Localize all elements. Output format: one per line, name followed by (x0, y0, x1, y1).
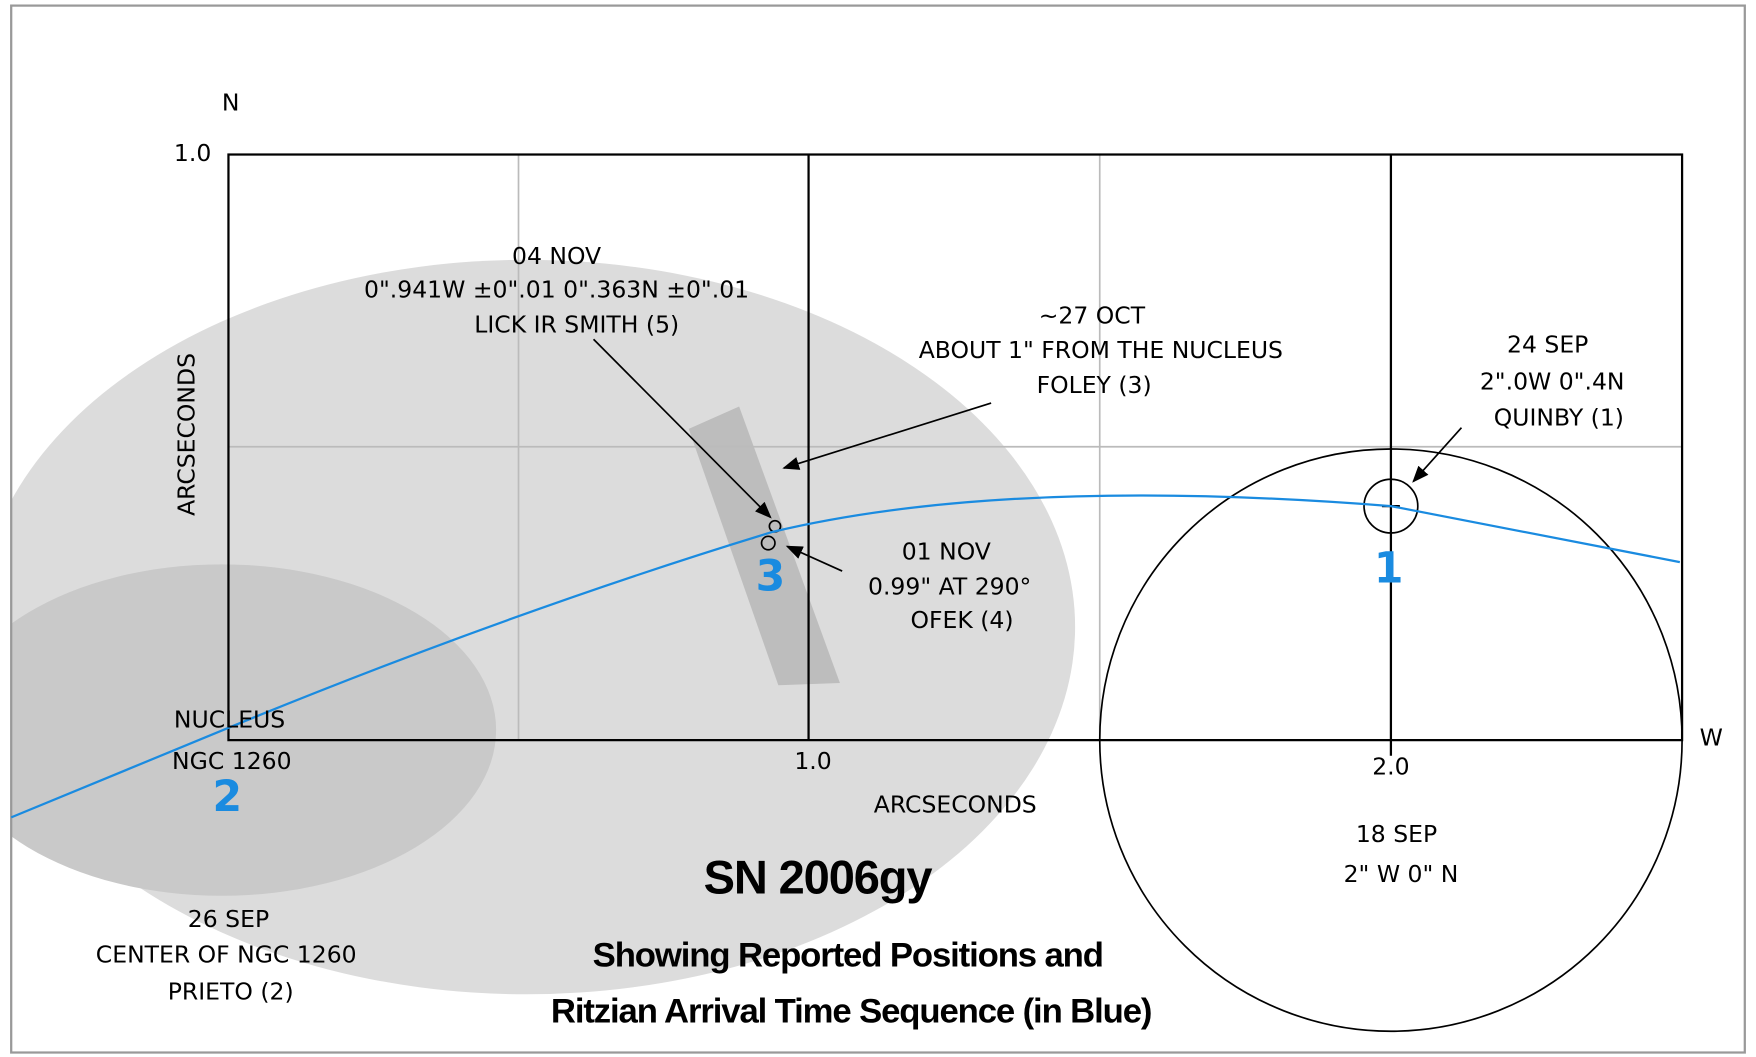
arrow (782, 402, 992, 470)
marker-label: 3 (756, 552, 786, 601)
x-axis-title: ARCSECONDS (874, 791, 1037, 819)
west-label: W (1700, 724, 1723, 752)
y-axis-title: ARCSECONDS (173, 353, 201, 516)
annotation: ABOUT 1" FROM THE NUCLEUS (919, 336, 1283, 364)
annotation: 26 SEP (188, 905, 269, 933)
annotation: NGC 1260 (172, 747, 291, 775)
subtitle: Showing Reported Positions and (593, 937, 1103, 975)
arrival-curve (10, 494, 1681, 819)
annotation: 2".0W 0".4N (1480, 367, 1625, 395)
marker-label: 1 (1374, 545, 1404, 594)
annotation: 18 SEP (1356, 820, 1437, 848)
arrows (592, 338, 1463, 572)
annotation: 0".941W ±0".01 0".363N ±0".01 (364, 276, 749, 304)
annotation: 24 SEP (1507, 330, 1588, 358)
annotation: 04 NOV (512, 242, 601, 270)
title: SN 2006gy (704, 851, 933, 904)
annotation: 01 NOV (902, 538, 991, 566)
arrow (1412, 427, 1463, 483)
arrow (785, 545, 843, 572)
plot-border (227, 153, 1684, 742)
annotation: NUCLEUS (174, 706, 285, 734)
galaxy-core (11, 564, 497, 896)
arrow (592, 338, 772, 519)
ofek-position (760, 535, 776, 551)
north-label: N (222, 89, 240, 117)
marker-label: 2 (213, 773, 243, 822)
annotation: 0.99" AT 290° (868, 572, 1031, 600)
search-circle (1098, 448, 1683, 1033)
grid (228, 154, 1683, 741)
plot-box (227, 153, 1684, 1033)
tick-label: 1.0 (794, 747, 831, 775)
position-band (688, 406, 840, 686)
tick-label: 1.0 (174, 139, 211, 167)
frame (10, 4, 1746, 1054)
annotation: OFEK (4) (910, 606, 1013, 634)
annotation: FOLEY (3) (1037, 371, 1152, 399)
annotation: PRIETO (2) (168, 978, 294, 1006)
quinby-circle (1363, 478, 1419, 534)
annotation: 2" W 0" N (1344, 860, 1459, 888)
annotation: CENTER OF NGC 1260 (96, 941, 357, 969)
subtitle: Ritzian Arrival Time Sequence (in Blue) (551, 993, 1151, 1031)
annotation: QUINBY (1) (1494, 403, 1624, 431)
annotation: ~27 OCT (1039, 301, 1146, 329)
tick-label: 2.0 (1372, 753, 1409, 781)
annotation: LICK IR SMITH (5) (474, 310, 679, 338)
